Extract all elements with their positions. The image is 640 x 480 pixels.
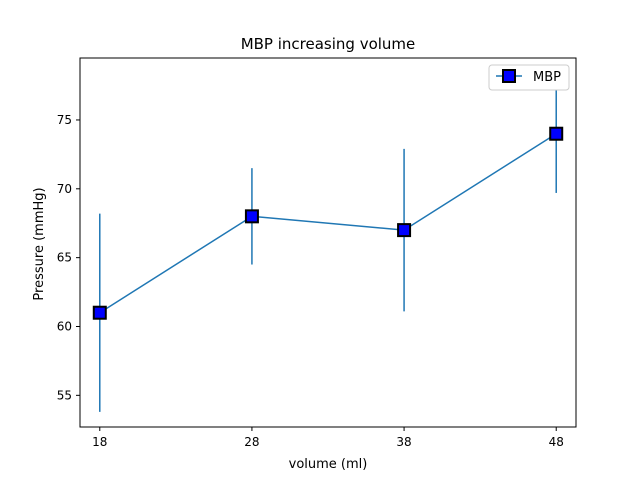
data-point-marker bbox=[397, 223, 412, 238]
plot-area: 18 28 38 48 55 60 65 70 75 bbox=[57, 57, 577, 449]
x-tick-label: 48 bbox=[549, 435, 564, 449]
x-axis-label: volume (ml) bbox=[289, 457, 368, 472]
x-tick-label: 38 bbox=[396, 435, 411, 449]
x-tick-label: 28 bbox=[244, 435, 259, 449]
y-tick-label: 55 bbox=[57, 388, 72, 402]
y-tick-label: 65 bbox=[57, 251, 72, 265]
y-axis-label: Pressure (mmHg) bbox=[32, 187, 47, 300]
legend-marker-sample bbox=[502, 69, 516, 83]
legend-label-mbp: MBP bbox=[533, 70, 561, 85]
y-tick-label: 70 bbox=[57, 182, 72, 196]
data-point-marker bbox=[549, 126, 564, 141]
chart-title: MBP increasing volume bbox=[241, 35, 416, 53]
y-tick-label: 75 bbox=[57, 113, 72, 127]
x-tick-label: 18 bbox=[92, 435, 107, 449]
data-point-marker bbox=[92, 305, 107, 320]
data-point-marker bbox=[244, 209, 259, 224]
axes-frame bbox=[79, 57, 577, 428]
legend: MBP bbox=[488, 64, 570, 91]
series-line-mbp bbox=[99, 133, 557, 314]
y-tick-label: 60 bbox=[57, 319, 72, 333]
